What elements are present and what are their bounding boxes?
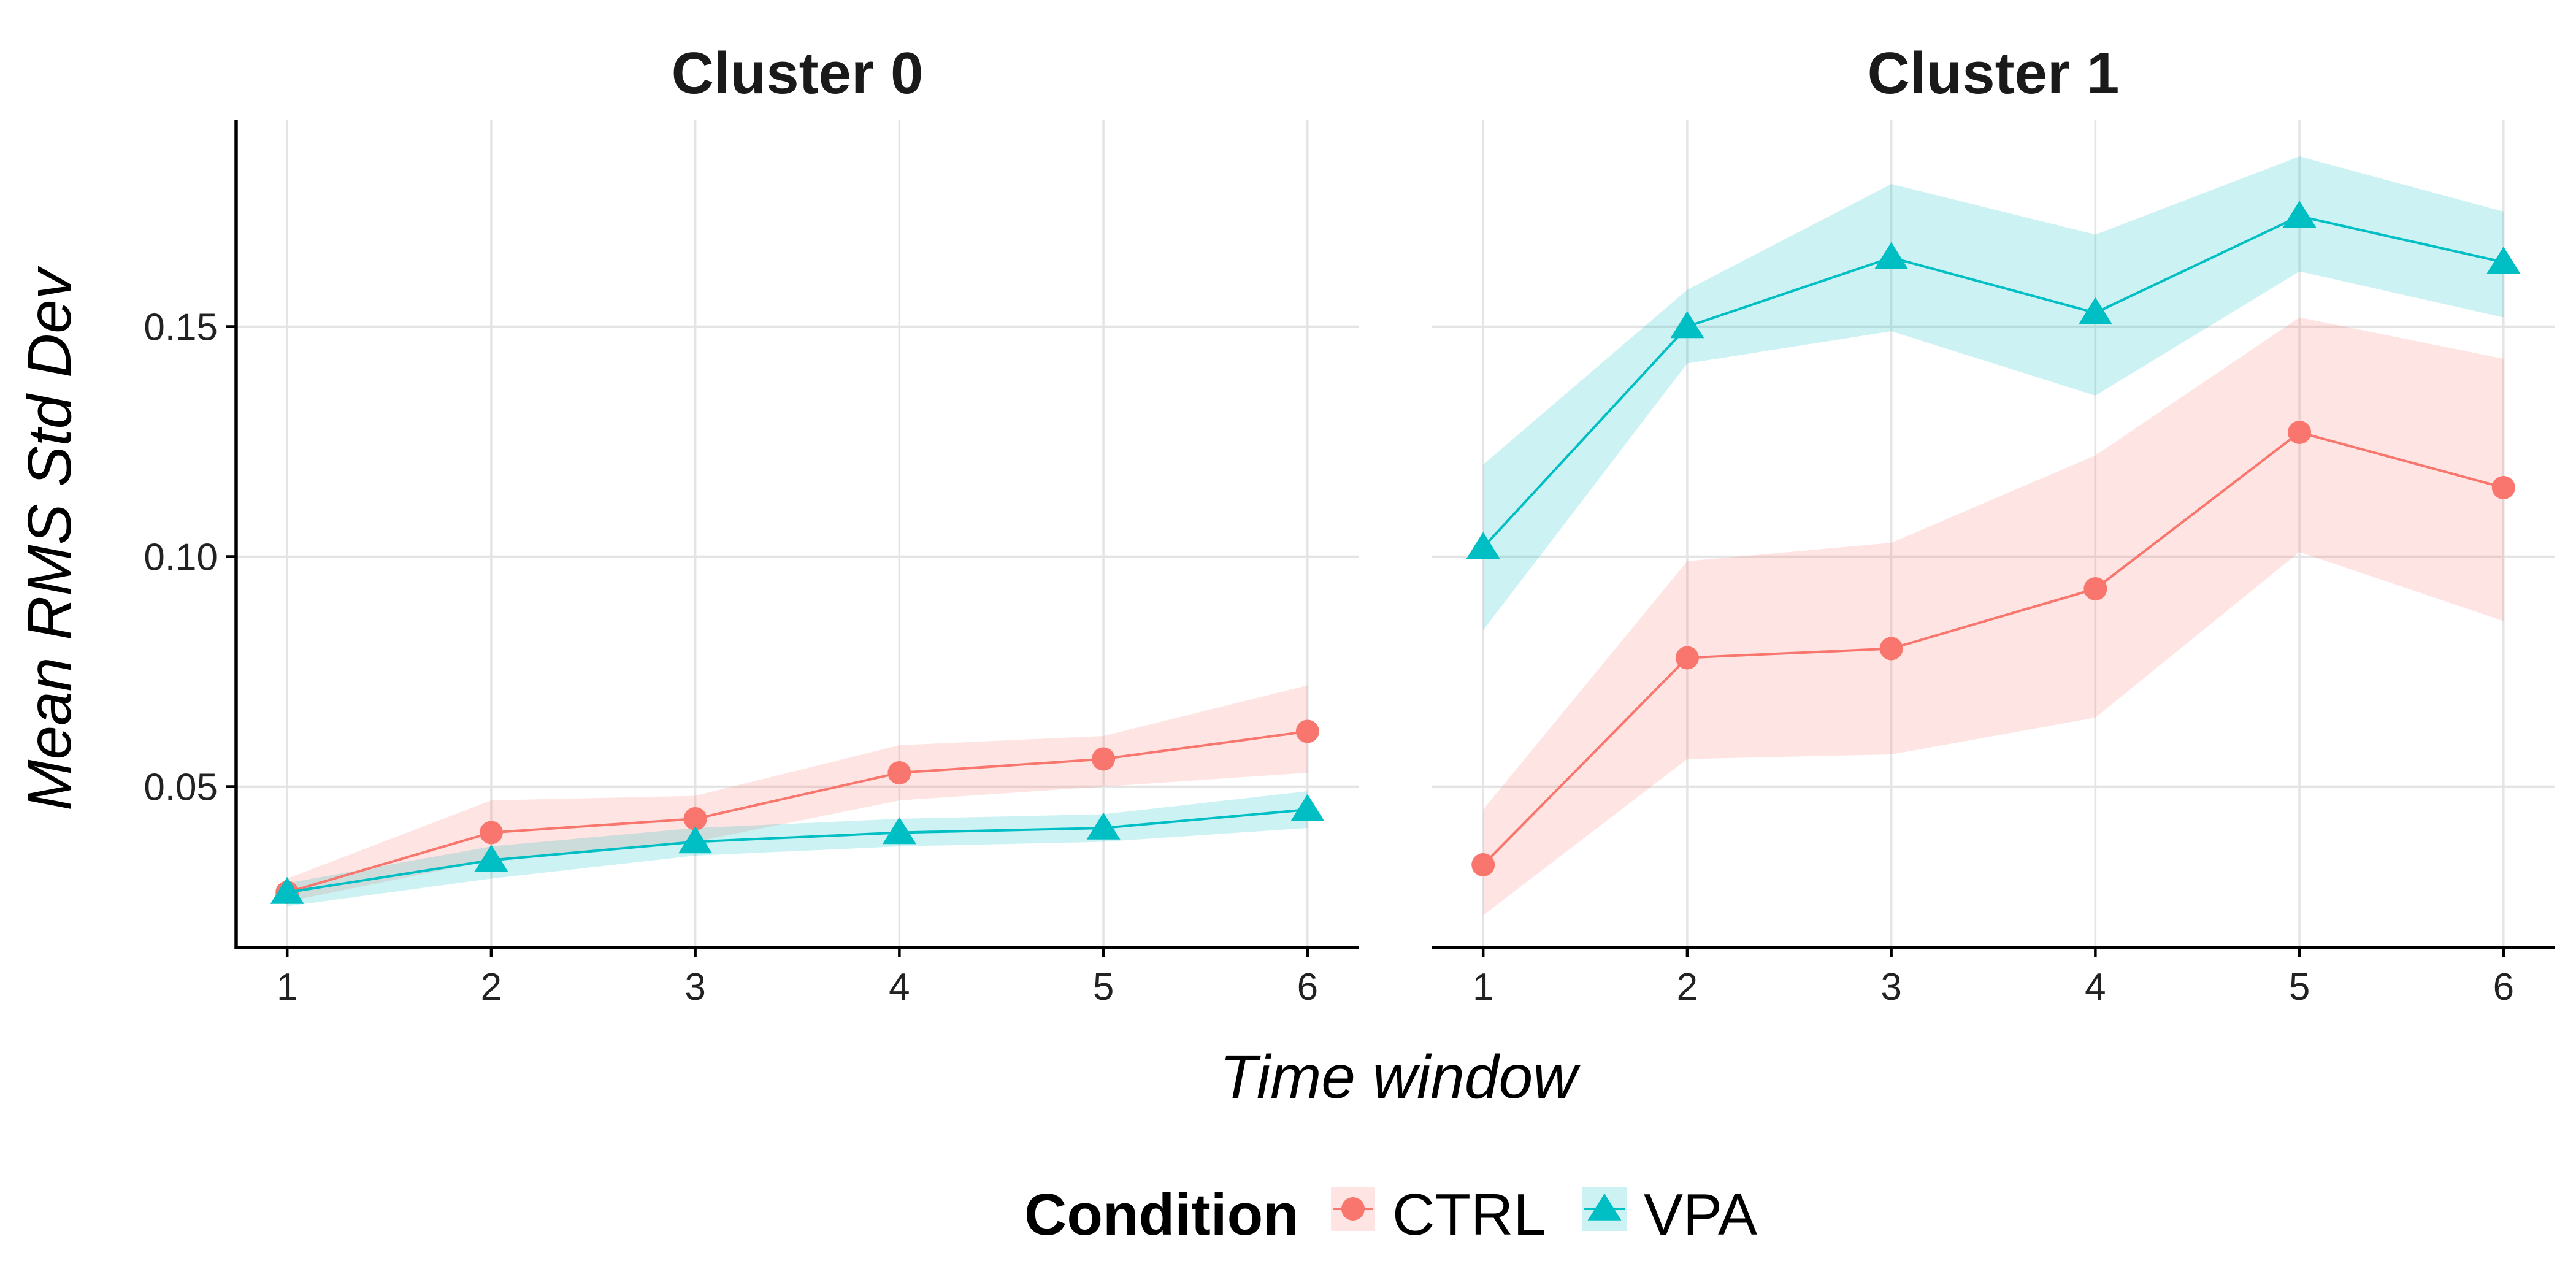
- panel-title: Cluster 0: [672, 40, 924, 106]
- x-tick-label: 5: [2289, 966, 2310, 1008]
- ribbon-vpa: [1483, 156, 2504, 631]
- data-point-vpa: [270, 876, 304, 904]
- legend-item-vpa: VPA: [1582, 1182, 1757, 1248]
- legend-title: Condition: [1024, 1182, 1299, 1248]
- data-point-ctrl: [2288, 421, 2312, 444]
- data-point-ctrl: [1879, 637, 1903, 661]
- x-tick-label: 3: [1880, 966, 1901, 1008]
- data-point-vpa: [1670, 311, 1704, 339]
- legend: Condition CTRL VPA: [1024, 1182, 1757, 1248]
- data-point-ctrl: [479, 821, 503, 845]
- series-line-vpa: [1482, 215, 2504, 548]
- data-point-vpa: [2282, 201, 2317, 228]
- ribbon-ctrl: [287, 685, 1308, 902]
- x-tick-label: 1: [277, 966, 297, 1008]
- legend-item-ctrl: CTRL: [1331, 1182, 1546, 1248]
- x-tick-label: 1: [1473, 966, 1493, 1008]
- x-tick-label: 5: [1093, 966, 1114, 1008]
- panel-title: Cluster 1: [1868, 40, 2120, 106]
- data-point-vpa: [1086, 812, 1121, 840]
- data-point-vpa: [882, 817, 916, 845]
- data-point-vpa: [1290, 794, 1325, 821]
- panel-1: Cluster 1 1 2 3 4 5 6: [1432, 40, 2555, 1008]
- data-point-vpa: [2486, 247, 2521, 274]
- data-point-vpa: [1466, 532, 1500, 559]
- data-point-ctrl: [1092, 747, 1116, 771]
- data-point-ctrl: [1295, 719, 1319, 743]
- data-point-vpa: [678, 826, 713, 854]
- x-tick-label: 4: [889, 966, 910, 1008]
- series-line-vpa: [286, 808, 1308, 894]
- y-tick-label: 0.05: [144, 767, 218, 809]
- data-point-vpa: [2078, 297, 2112, 324]
- x-tick-label: 4: [2085, 966, 2106, 1008]
- legend-label-ctrl: CTRL: [1392, 1182, 1546, 1248]
- data-point-ctrl: [2083, 577, 2107, 600]
- x-axis-title: Time window: [1220, 1043, 1581, 1111]
- legend-key-marker: [1341, 1197, 1365, 1221]
- ribbon-vpa: [287, 791, 1308, 907]
- y-axis-title: Mean RMS Std Dev: [15, 266, 84, 811]
- x-tick-label: 2: [1677, 966, 1698, 1008]
- x-tick-label: 6: [2493, 966, 2514, 1008]
- x-tick-label: 2: [481, 966, 502, 1008]
- data-point-vpa: [1874, 242, 1909, 269]
- panel-0: Cluster 0 1 2 3 4 5 6 0.05 0.10 0.15: [144, 40, 1359, 1008]
- data-point-ctrl: [1675, 646, 1699, 670]
- data-point-vpa: [474, 845, 508, 872]
- series-line-ctrl: [1482, 431, 2504, 866]
- y-tick-label: 0.15: [144, 307, 218, 349]
- y-tick-label: 0.10: [144, 537, 218, 579]
- data-point-ctrl: [887, 761, 911, 784]
- x-tick-label: 3: [684, 966, 705, 1008]
- x-tick-label: 6: [1297, 966, 1318, 1008]
- data-point-ctrl: [683, 807, 707, 830]
- legend-key-marker: [1587, 1193, 1622, 1221]
- legend-label-vpa: VPA: [1644, 1182, 1757, 1248]
- data-point-ctrl: [1471, 853, 1495, 876]
- series-line-ctrl: [286, 730, 1308, 894]
- ribbon-ctrl: [1483, 317, 2504, 916]
- data-point-ctrl: [2491, 476, 2515, 499]
